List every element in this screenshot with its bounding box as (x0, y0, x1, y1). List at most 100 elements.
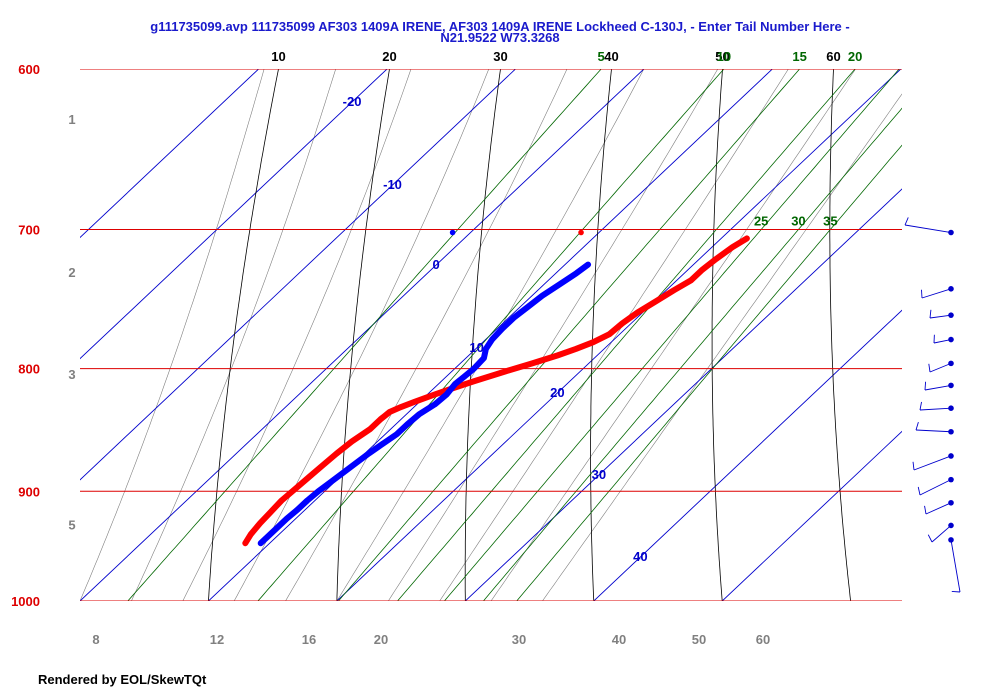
wind-barb-staff (933, 339, 952, 344)
wind-barb-staff (919, 479, 952, 496)
bottom-axis-label: 30 (512, 632, 526, 647)
temperature-top-point (578, 229, 584, 236)
isotherm-label: 10 (469, 340, 483, 355)
temperature-profile (242, 235, 750, 547)
height-km-label: 1 (68, 112, 75, 127)
moist-adiabat (336, 69, 645, 601)
wind-barb (924, 499, 954, 515)
footer-credit: Rendered by EOL/SkewTQt (38, 672, 207, 687)
moist-adiabat (285, 69, 568, 601)
wind-barb (917, 476, 954, 496)
wind-barb-flag (912, 461, 915, 471)
wind-barb-dot (948, 229, 954, 236)
moist-adiabat (490, 69, 856, 601)
wind-barb-flag (919, 401, 922, 411)
mixing-ratio-line (396, 69, 856, 601)
bottom-axis-label: 8 (92, 632, 99, 647)
dry-adiabat (711, 69, 723, 601)
height-km-label: 3 (68, 367, 75, 382)
moist-adiabat (182, 69, 412, 601)
isobar-label: 600 (18, 62, 40, 77)
mixing-ratio-label: 20 (848, 49, 862, 64)
isotherm-line (593, 309, 902, 601)
chart-title-line1: g111735099.avp 111735099 AF303 1409A IRE… (150, 19, 850, 34)
bottom-axis-label: 40 (612, 632, 626, 647)
mixing-ratio-line (443, 69, 900, 601)
isotherm-line (80, 69, 388, 360)
dry-adiabat-label: 40 (604, 49, 618, 64)
isotherm-line (721, 430, 902, 601)
mixing-ratio-line (516, 144, 902, 601)
moist-adiabat (233, 69, 490, 601)
wind-barb (912, 453, 954, 471)
wind-barb (919, 401, 954, 412)
isotherm-line (336, 69, 902, 601)
wind-barb-flag (921, 289, 923, 299)
wind-barb-staff (924, 384, 952, 391)
mixing-ratio-line (337, 69, 801, 601)
isobar-label: 700 (18, 223, 40, 238)
isotherm-label: 0 (433, 257, 440, 272)
wind-barb (948, 537, 961, 593)
wind-barb-staff (929, 314, 952, 319)
wind-barb-flag (927, 534, 933, 543)
wind-barb-staff (931, 525, 952, 543)
bottom-axis-label: 12 (210, 632, 224, 647)
mixing-ratio-line (127, 69, 602, 601)
wind-barb-dot (948, 499, 954, 506)
wind-barb-flag (915, 421, 919, 431)
mixing-ratio-line (482, 107, 902, 601)
isotherm-line (80, 69, 517, 481)
wind-barb-flag (951, 590, 961, 593)
bottom-axis-label: 16 (302, 632, 316, 647)
wind-barb (933, 334, 954, 344)
wind-barb (904, 217, 954, 236)
bottom-axis-label: 20 (374, 632, 388, 647)
wind-barb-dot (948, 428, 954, 435)
height-km-label: 2 (68, 265, 75, 280)
dry-adiabat-label: 20 (382, 49, 396, 64)
dry-adiabat (829, 69, 852, 601)
mixing-ratio-label: 25 (754, 214, 768, 229)
wind-barb-dot (948, 312, 954, 318)
wind-barb-staff (921, 288, 952, 299)
moist-adiabat (439, 69, 789, 601)
isotherm-line (207, 69, 774, 601)
dry-adiabat-label: 30 (493, 49, 507, 64)
chart-title-line2: N21.9522 W73.3268 (440, 30, 560, 45)
isobar-label: 900 (18, 484, 40, 499)
isotherm-line (464, 188, 902, 601)
isotherm-label: -20 (343, 94, 362, 109)
dry-adiabat-label: 10 (271, 49, 285, 64)
wind-barb-dot (948, 382, 954, 389)
isobar-label: 1000 (11, 594, 40, 609)
isotherm-label: 30 (592, 467, 606, 482)
wind-barb (915, 421, 954, 435)
mixing-ratio-label: 15 (792, 49, 806, 64)
dry-adiabat (336, 69, 390, 601)
wind-barb-flag (924, 381, 927, 391)
mixing-ratio-label: 5 (598, 49, 605, 64)
wind-barb-flag (929, 309, 932, 319)
moist-adiabat (542, 93, 902, 601)
wind-barb-dot (948, 405, 954, 412)
dewpoint-profile (257, 261, 592, 547)
wind-barb-dot (948, 537, 954, 543)
wind-barb-dot (948, 336, 954, 343)
mixing-ratio-line (257, 69, 725, 601)
mixing-ratio-label: 30 (791, 214, 805, 229)
moist-adiabat (131, 69, 337, 601)
wind-barb (928, 360, 954, 373)
isotherm-label: 40 (633, 549, 647, 564)
wind-barb-staff (925, 502, 952, 515)
dry-adiabat (207, 69, 279, 601)
bottom-axis-label: 50 (692, 632, 706, 647)
wind-barb-staff (915, 429, 952, 433)
moist-adiabat (387, 69, 719, 601)
mixing-ratio-label: 10 (717, 49, 731, 64)
wind-barb-staff (950, 539, 961, 593)
wind-barb-staff (904, 224, 952, 233)
dewpoint-top-point (449, 229, 456, 236)
wind-barb-staff (913, 455, 952, 471)
